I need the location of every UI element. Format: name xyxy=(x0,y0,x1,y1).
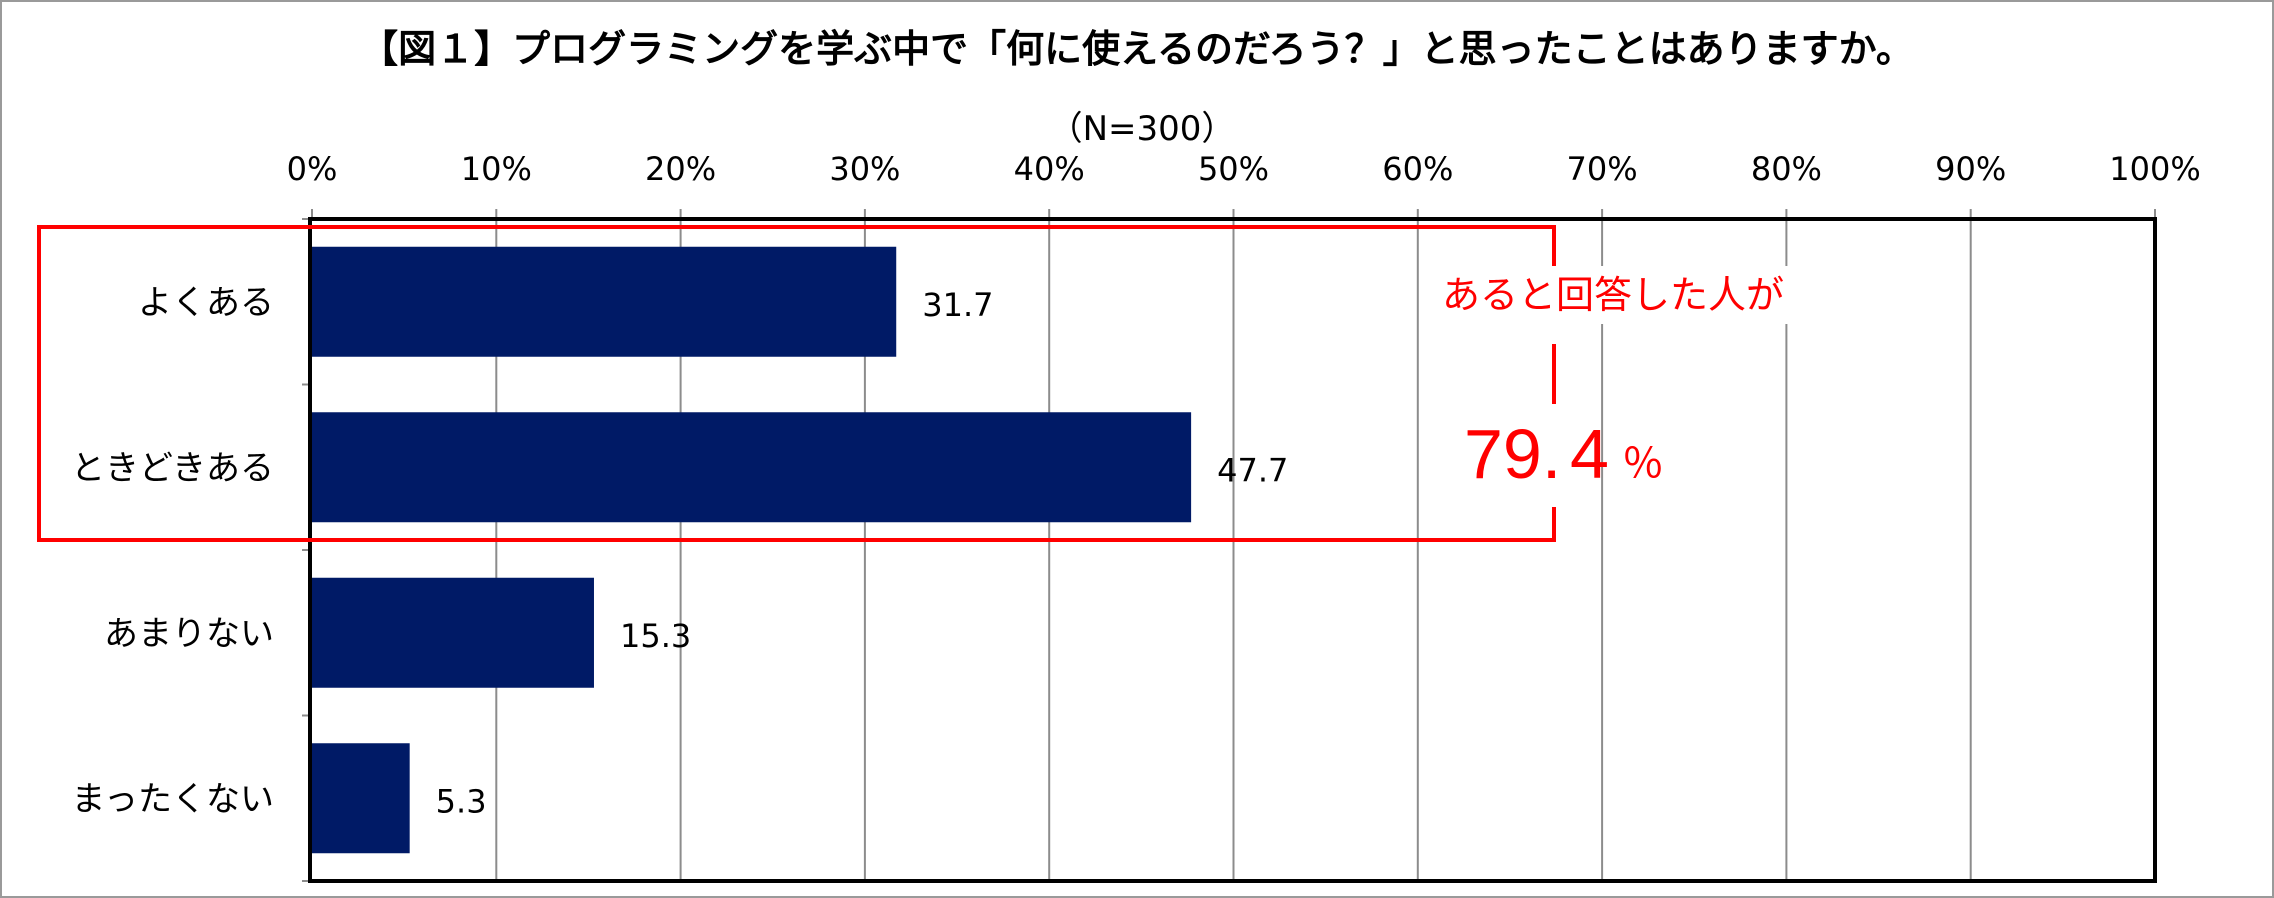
x-tick-label: 60% xyxy=(1382,150,1453,188)
data-label: 5.3 xyxy=(436,782,487,820)
data-label: 47.7 xyxy=(1217,451,1288,489)
bar xyxy=(312,743,410,854)
bar xyxy=(312,246,897,357)
bars xyxy=(312,246,1192,854)
bar xyxy=(312,412,1192,523)
annotation-text: あると回答した人が xyxy=(1442,273,1784,317)
annotation-value: 79. xyxy=(1464,415,1561,493)
x-tick-label: 80% xyxy=(1751,150,1822,188)
annotation-unit: ％ xyxy=(1622,439,1664,488)
bar xyxy=(312,577,594,688)
x-tick-label: 40% xyxy=(1014,150,1085,188)
x-tick-label: 20% xyxy=(645,150,716,188)
chart-subtitle: （N=300） xyxy=(1049,109,1236,149)
plot-frame xyxy=(308,217,2157,883)
annotation-value-background xyxy=(1460,404,1568,504)
x-axis-ticks: 0% 10% 20% 30% 40% 50% 60% 70% 80% 90% 100% xyxy=(287,150,2201,882)
category-label: あまりない xyxy=(104,614,274,654)
category-label: まったくない xyxy=(71,779,274,819)
x-tick-label: 90% xyxy=(1935,150,2006,188)
x-tick-label: 100% xyxy=(2109,150,2200,188)
x-tick-label: 30% xyxy=(829,150,900,188)
data-label: 15.3 xyxy=(620,617,691,655)
x-tick-label: 0% xyxy=(287,150,338,188)
x-tick-label: 50% xyxy=(1198,150,1269,188)
annotation: あると回答した人が 79. 4 ％ xyxy=(37,225,1814,542)
category-label: ときどきある xyxy=(71,448,274,488)
annotation-value-digit: 4 xyxy=(1570,415,1609,493)
chart-title: 【図１】プログラミングを学ぶ中で「何に使えるのだろう？」と思ったことはありますか… xyxy=(360,27,1914,71)
data-label: 31.7 xyxy=(922,286,993,324)
annotation-bracket xyxy=(37,225,1556,542)
data-labels: 31.7 47.7 15.3 5.3 xyxy=(436,286,1289,821)
category-label: よくある xyxy=(138,283,274,323)
x-tick-label: 10% xyxy=(461,150,532,188)
x-tick-label: 70% xyxy=(1567,150,1638,188)
annotation-background xyxy=(1434,266,1814,324)
